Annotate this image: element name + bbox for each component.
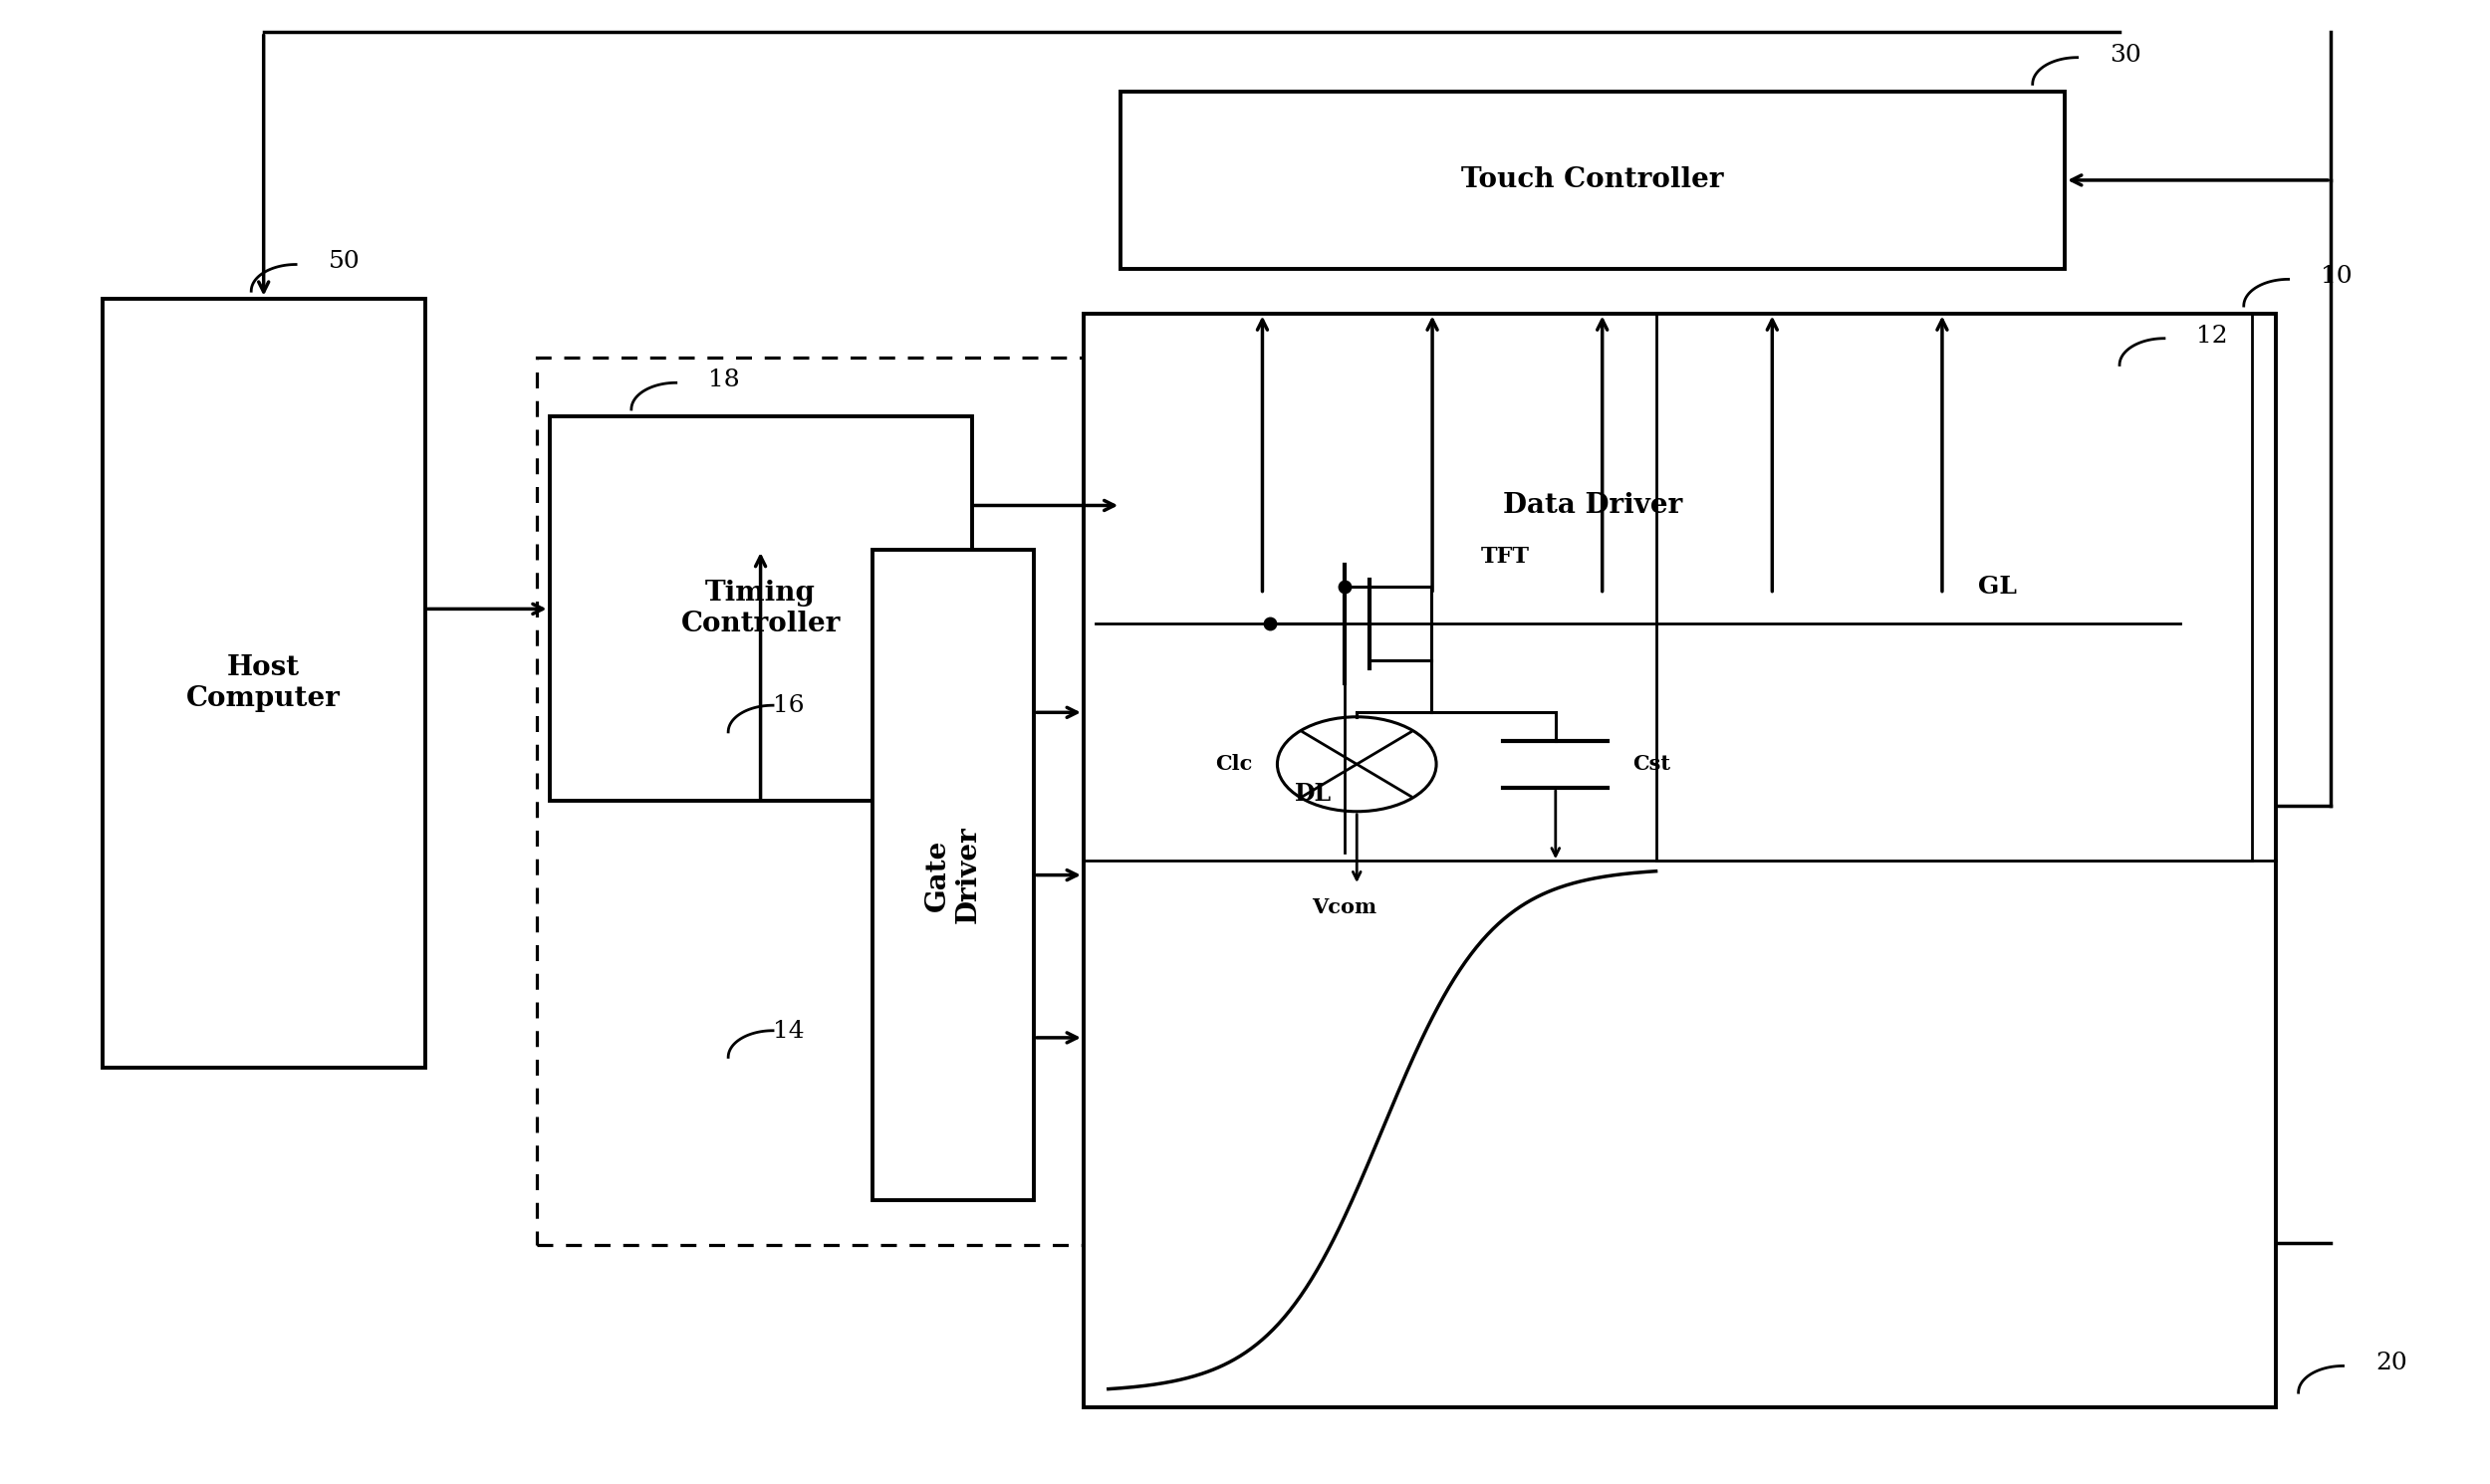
Bar xyxy=(102,298,426,1067)
Text: Host
Computer: Host Computer xyxy=(187,654,341,712)
Text: GL: GL xyxy=(1977,574,2017,598)
Bar xyxy=(1656,313,2251,861)
Text: Cst: Cst xyxy=(1633,754,1671,775)
Text: Gate
Driver: Gate Driver xyxy=(924,827,981,923)
Bar xyxy=(1083,313,2276,1407)
Text: 30: 30 xyxy=(2109,43,2141,67)
Bar xyxy=(1120,417,2064,594)
Bar xyxy=(550,417,971,801)
Text: Data Driver: Data Driver xyxy=(1504,493,1683,519)
Text: 10: 10 xyxy=(2321,266,2353,288)
Text: 16: 16 xyxy=(772,695,804,717)
Bar xyxy=(872,549,1033,1201)
Text: DL: DL xyxy=(1295,782,1332,806)
Text: Clc: Clc xyxy=(1215,754,1252,775)
Text: TFT: TFT xyxy=(1482,546,1529,568)
Text: Timing
Controller: Timing Controller xyxy=(680,580,842,638)
Bar xyxy=(538,358,1145,1245)
Text: Touch Controller: Touch Controller xyxy=(1462,166,1723,193)
Text: 18: 18 xyxy=(707,368,740,392)
Text: Vcom: Vcom xyxy=(1312,898,1377,917)
Text: 14: 14 xyxy=(772,1020,804,1042)
Text: 12: 12 xyxy=(2196,325,2229,347)
Bar xyxy=(1145,372,2164,638)
Text: 20: 20 xyxy=(2375,1352,2408,1374)
Text: 50: 50 xyxy=(329,251,361,273)
Bar xyxy=(1120,92,2064,269)
